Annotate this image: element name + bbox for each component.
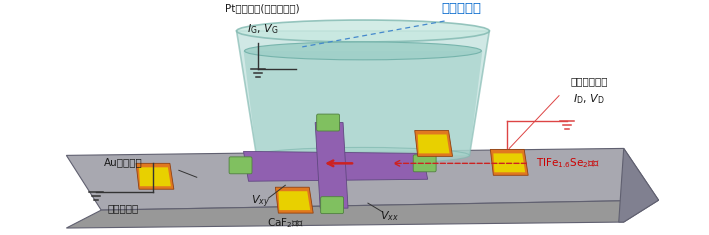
Polygon shape [491,149,528,175]
Polygon shape [493,153,525,172]
Polygon shape [243,51,482,155]
Text: イオン液体: イオン液体 [442,2,481,15]
Polygon shape [139,167,171,186]
Polygon shape [415,130,452,156]
Polygon shape [67,149,659,210]
Polygon shape [279,191,311,210]
FancyBboxPatch shape [317,114,340,131]
Polygon shape [237,31,489,155]
Text: CaF$_2$基板: CaF$_2$基板 [267,216,304,230]
Text: $\mathit{V}_\mathit{xx}$: $\mathit{V}_\mathit{xx}$ [381,209,399,223]
Text: $\mathit{I}_\mathregular{G}$, $\mathit{V}_\mathregular{G}$: $\mathit{I}_\mathregular{G}$, $\mathit{V… [247,22,278,36]
Polygon shape [67,200,659,228]
Text: ドレイン電極: ドレイン電極 [570,76,608,86]
Ellipse shape [237,20,489,42]
Text: Auワイヤー: Auワイヤー [104,157,143,167]
Text: TlFe$_{1.6}$Se$_2$薄膜: TlFe$_{1.6}$Se$_2$薄膜 [536,157,601,170]
Polygon shape [136,163,174,189]
Polygon shape [619,149,659,222]
Polygon shape [418,134,450,153]
Text: $\mathit{V}_\mathit{xy}$: $\mathit{V}_\mathit{xy}$ [251,194,270,210]
FancyBboxPatch shape [320,197,344,214]
Polygon shape [243,151,428,181]
Polygon shape [275,187,313,213]
Ellipse shape [257,147,469,163]
Polygon shape [316,122,348,208]
Text: ソース電極: ソース電極 [108,203,139,213]
Text: $\mathit{I}_\mathregular{D}$, $\mathit{V}_\mathregular{D}$: $\mathit{I}_\mathregular{D}$, $\mathit{V… [573,92,605,106]
Text: Ptワイヤー(ゲート電極): Ptワイヤー(ゲート電極) [225,3,300,13]
FancyBboxPatch shape [413,155,436,172]
FancyBboxPatch shape [229,157,252,174]
Ellipse shape [245,42,481,60]
